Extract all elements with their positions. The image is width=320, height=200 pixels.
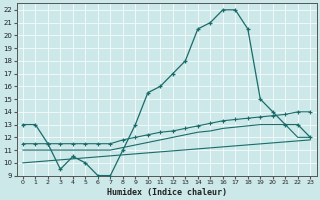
X-axis label: Humidex (Indice chaleur): Humidex (Indice chaleur) [107, 188, 227, 197]
